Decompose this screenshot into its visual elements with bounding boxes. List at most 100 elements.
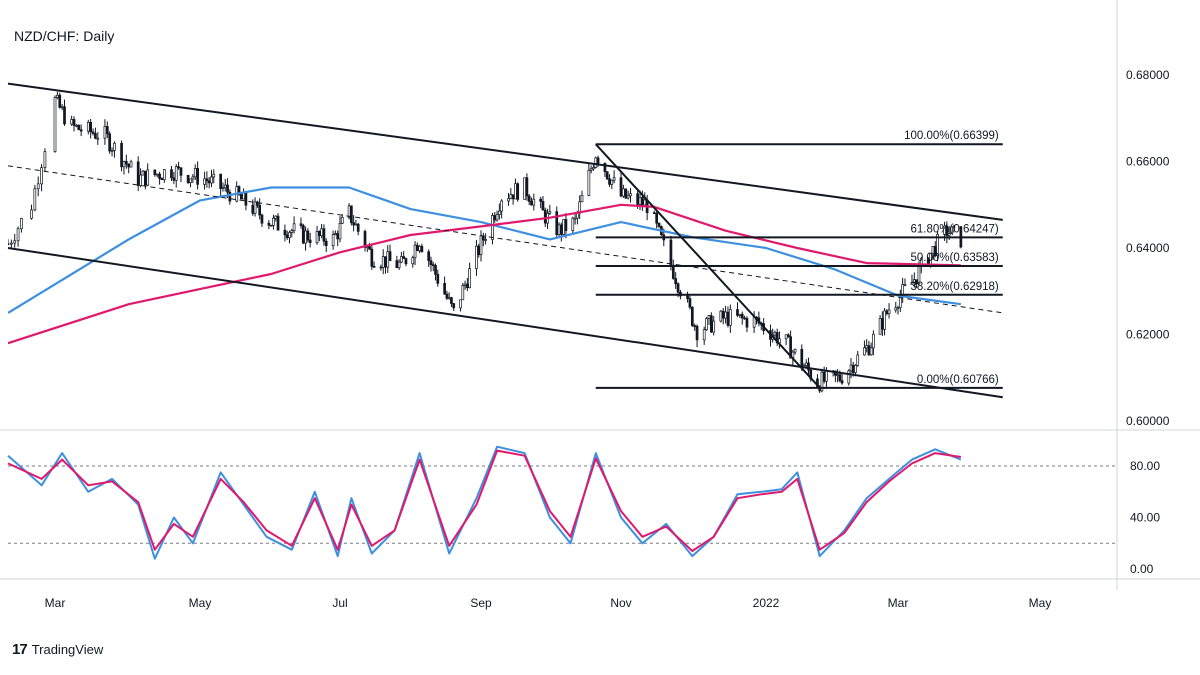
x-tick-label: Jul [332,596,347,610]
candle-body [186,175,190,183]
candle-body [146,169,150,186]
candle-body [838,374,842,382]
candle-body [872,333,875,349]
candle-body [851,364,855,373]
candle-body [669,239,673,266]
candle-body [94,133,97,139]
candle-body [605,171,609,180]
candle-body [58,94,62,108]
trendline-channel-lower [7,247,1003,399]
candle-body [804,362,808,366]
candle-body [702,329,706,341]
candle-body [793,348,797,353]
candle-body [671,264,675,279]
brand-name: TradingView [31,642,104,657]
candle-body [447,297,451,299]
candle-body [728,309,732,326]
candle-body [530,201,533,206]
candle-body [103,126,107,139]
candle-body [283,229,287,236]
candle-body [789,336,792,359]
tradingview-branding[interactable]: 17 TradingView [12,641,103,658]
candle-body [856,354,860,366]
candle-body [709,315,713,333]
osc-y-tick-label: 0.00 [1130,562,1154,576]
candle-body [840,380,844,384]
candle-body [429,260,433,265]
candle-body [643,199,647,206]
candle-body [136,161,140,186]
candle-body [559,224,563,235]
candle-body [516,183,520,200]
candle-body [883,310,886,330]
candle-body [120,142,123,168]
candle-body [527,195,531,202]
candle-body [384,256,387,268]
candle-body [468,268,471,289]
candle-body [686,295,689,299]
candle-body [91,131,95,134]
candle-body [564,219,568,231]
y-tick-label: 0.60000 [1126,414,1170,428]
candle-body [162,169,166,181]
candle-body [477,245,481,256]
candle-body [894,307,898,311]
y-tick-label: 0.62000 [1126,328,1170,342]
candle-body [836,374,839,377]
candle-body [847,370,851,384]
candle-body [712,320,716,333]
candle-body [936,234,939,257]
candle-body [221,187,225,189]
candle-body [191,176,195,180]
candle-body [415,244,419,251]
candles-group [8,91,963,393]
candle-body [207,180,211,184]
candle-body [13,240,17,244]
candle-body [626,195,630,199]
candle-body [322,228,326,242]
candle-body [641,197,644,206]
candle-body [336,233,340,240]
candle-body [910,282,914,285]
candle-body [196,168,199,185]
candle-body [947,233,951,236]
candle-body [690,306,694,326]
candle-body [726,311,730,326]
candle-body [36,183,40,190]
fib-level-label: 61.80%(0.64247) [911,223,999,235]
candle-body [155,173,159,176]
candle-body [193,168,197,178]
candle-body [589,168,593,171]
osc-y-tick-label: 40.00 [1130,511,1160,525]
candle-body [228,191,232,202]
candle-body [443,282,446,295]
candle-body [331,234,335,247]
candle-body [143,170,147,186]
candle-body [108,133,112,152]
candle-body [498,210,501,215]
stoch-k-line [7,445,962,560]
candle-body [70,119,73,125]
candle-body [304,230,307,244]
candle-body [43,151,47,168]
candle-body [315,231,319,244]
candle-body [740,313,744,319]
candle-body [695,325,699,341]
candle-body [541,201,545,211]
fib-level-label: 50.00%(0.63583) [911,252,999,264]
candle-body [555,211,559,235]
chart-title: NZD/CHF: Daily [14,28,115,44]
candle-body [475,245,478,269]
candle-body [379,266,383,269]
candle-body [434,265,437,275]
candle-body [466,283,469,289]
candle-body [397,261,401,269]
candle-body [752,316,756,328]
candle-body [849,364,853,372]
candle-body [491,215,494,240]
candle-body [110,150,114,152]
candle-body [60,106,64,109]
candle-body [158,173,161,179]
